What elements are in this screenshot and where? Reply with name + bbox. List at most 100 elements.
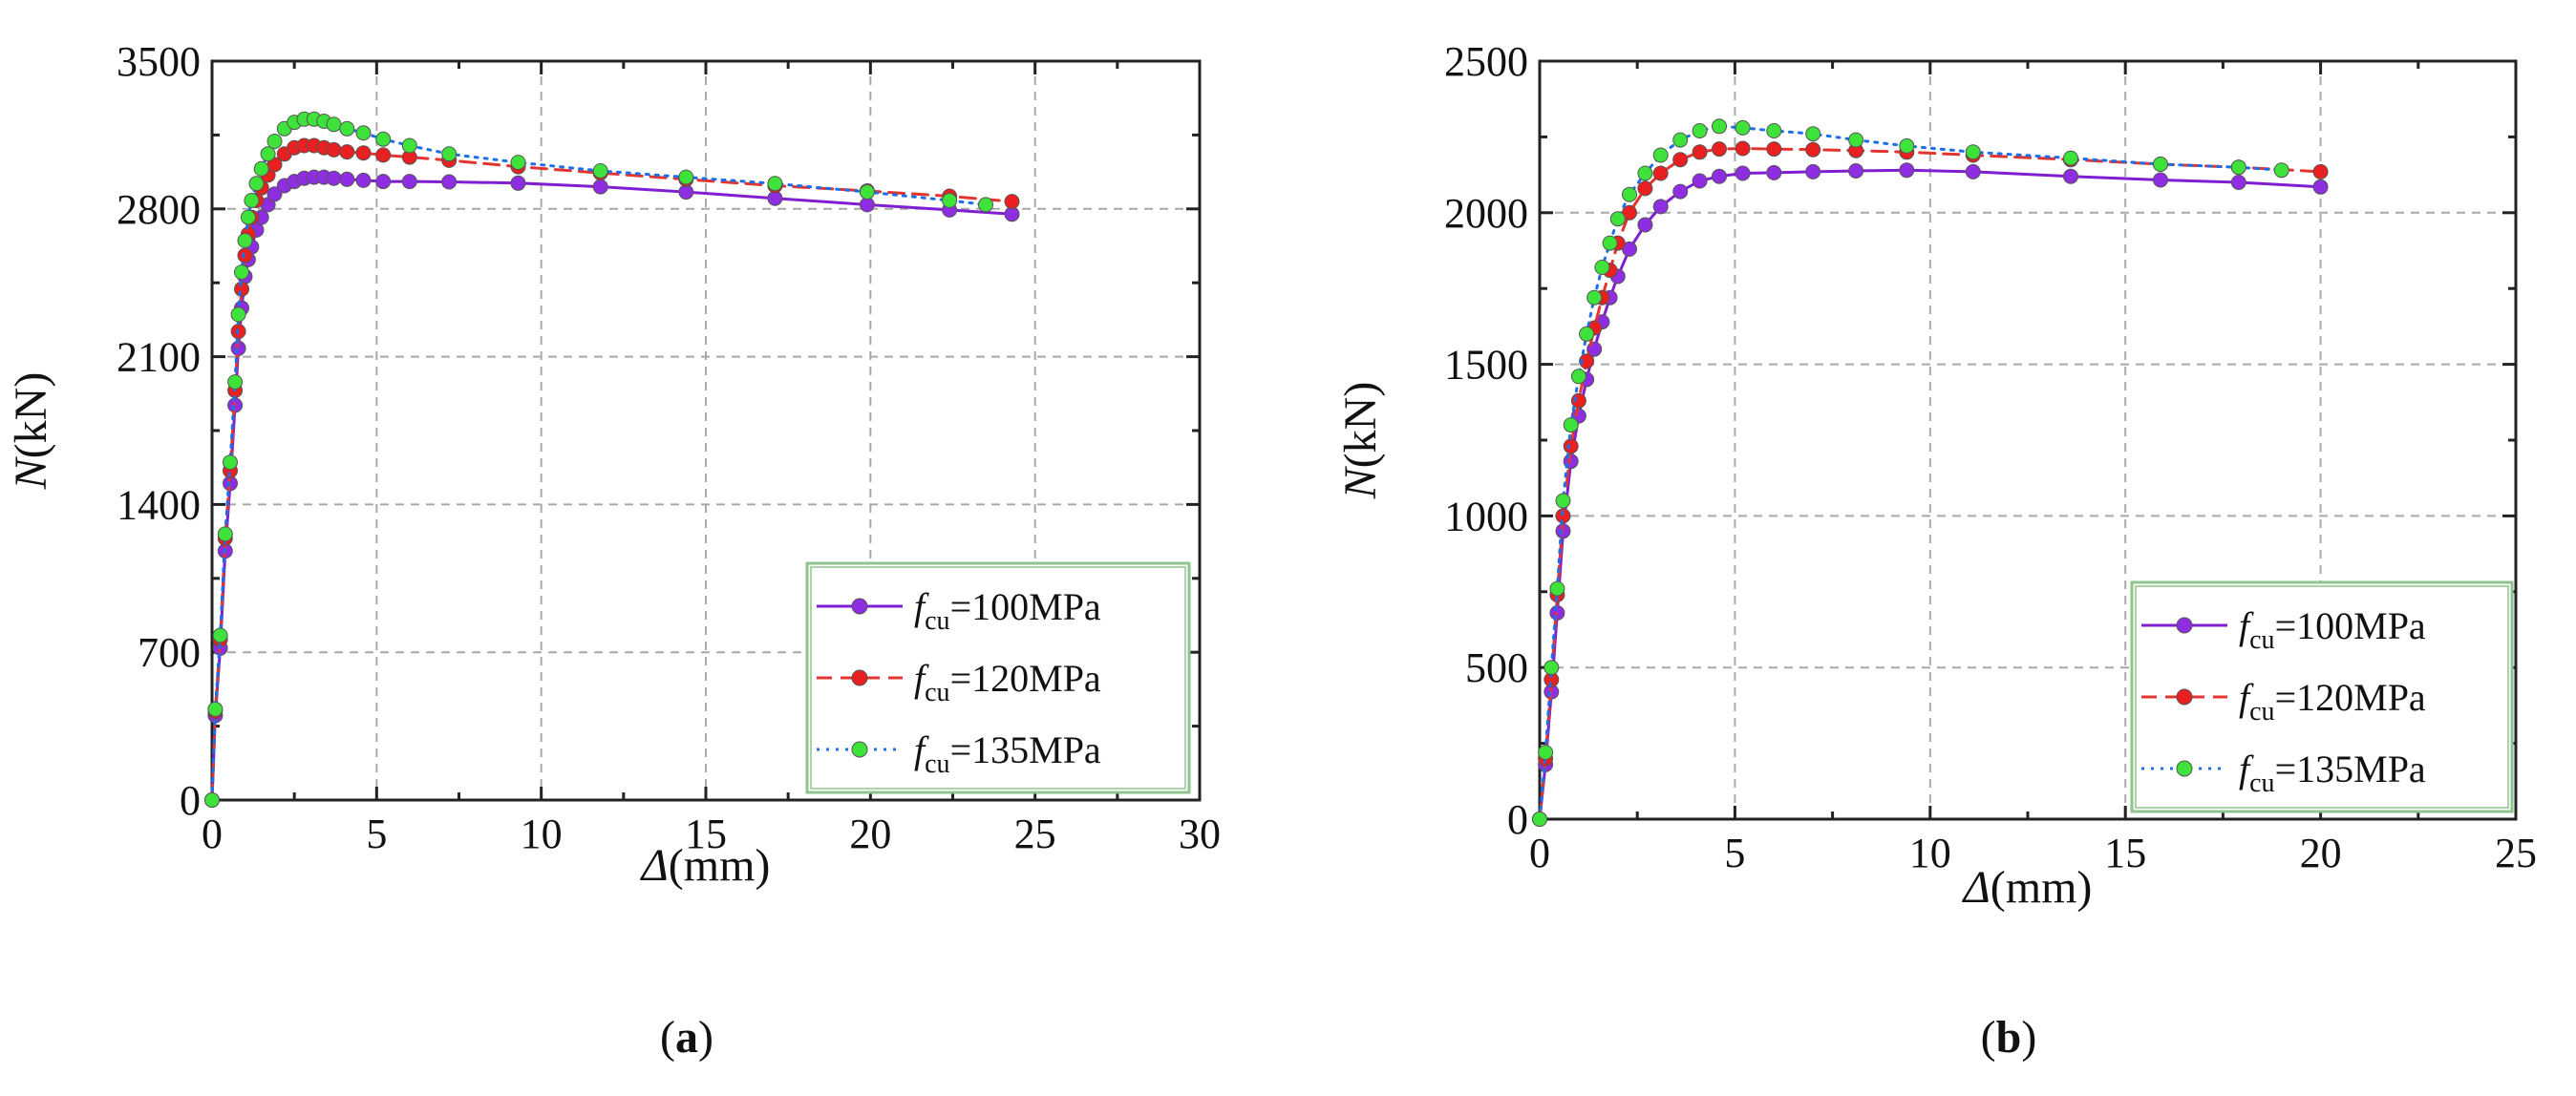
panel-label-open: (	[660, 1012, 675, 1063]
legend-label-subscript: cu	[2249, 625, 2274, 655]
x-axis-unit: (mm)	[669, 840, 771, 891]
data-point	[1586, 289, 1603, 306]
data-point	[2063, 150, 2078, 166]
data-point	[1735, 119, 1751, 136]
data-point	[942, 193, 958, 208]
data-point	[1538, 745, 1554, 761]
data-point	[1652, 147, 1669, 163]
legend-label-value: =120MPa	[2275, 676, 2426, 719]
data-point	[1712, 168, 1727, 184]
y-tick-label: 0	[1507, 796, 1528, 843]
y-tick-label: 1000	[1444, 493, 1528, 539]
x-tick-label: 0	[202, 811, 223, 857]
data-point	[339, 120, 355, 137]
x-tick-label: 0	[1529, 830, 1550, 876]
y-axis-unit: (kN)	[1335, 382, 1386, 469]
x-tick-label: 30	[1179, 811, 1221, 857]
data-point	[1563, 417, 1579, 433]
data-point	[260, 146, 276, 162]
data-point	[355, 125, 372, 141]
data-point	[237, 233, 253, 248]
legend-label-subscript: cu	[2249, 769, 2274, 798]
data-point	[1692, 123, 1708, 138]
data-point	[207, 701, 224, 717]
legend-label-value: =120MPa	[950, 657, 1101, 700]
data-point	[1652, 199, 1669, 215]
data-point	[355, 172, 372, 188]
data-point	[978, 197, 993, 213]
legend-label-value: =100MPa	[950, 585, 1101, 628]
panel-label-close: )	[2021, 1012, 2036, 1063]
x-tick-label: 10	[521, 811, 563, 857]
data-point	[248, 176, 265, 192]
data-point	[1622, 186, 1637, 202]
data-point	[1555, 508, 1571, 524]
data-point	[1594, 260, 1610, 275]
x-tick-label: 25	[1014, 811, 1056, 857]
data-point	[1672, 183, 1689, 200]
x-tick-label: 25	[2495, 830, 2537, 876]
data-point	[1563, 438, 1579, 454]
data-point	[1805, 141, 1821, 158]
legend-label: fcu=100MPa	[2239, 604, 2426, 655]
data-point	[1609, 211, 1626, 227]
data-point	[230, 306, 246, 323]
data-point	[1570, 369, 1586, 385]
data-point	[1899, 162, 1915, 179]
legend-label-subscript: cu	[925, 678, 949, 707]
data-point	[1672, 152, 1689, 168]
x-tick-label: 15	[685, 811, 727, 857]
legend-inner-border	[810, 566, 1186, 790]
y-axis-symbol: N	[6, 455, 56, 490]
legend-marker	[2176, 760, 2193, 777]
data-point	[510, 155, 526, 171]
data-point	[1692, 173, 1708, 189]
plot-frame	[1538, 59, 2518, 821]
data-point	[326, 141, 342, 158]
data-point	[1766, 123, 1782, 138]
y-axis-unit: (kN)	[6, 372, 56, 459]
y-tick-label: 2000	[1444, 190, 1528, 237]
series-line	[1538, 124, 2284, 821]
legend-label-subscript: cu	[2249, 697, 2274, 727]
data-point	[767, 176, 783, 192]
data-point	[2230, 175, 2246, 190]
legend-label-value: =100MPa	[2275, 604, 2426, 647]
data-point	[859, 197, 875, 213]
y-tick-label: 2500	[1444, 38, 1528, 85]
data-point	[266, 186, 283, 202]
y-tick-label: 2100	[117, 334, 201, 381]
data-point	[2312, 163, 2329, 179]
data-point	[1735, 140, 1751, 157]
data-point	[1766, 141, 1782, 158]
x-tick-label: 20	[2300, 830, 2342, 876]
data-point	[1735, 165, 1751, 181]
y-axis-symbol: N	[1335, 465, 1386, 499]
data-point	[510, 175, 526, 191]
legend-marker	[851, 669, 868, 686]
data-point	[401, 174, 417, 190]
series-3	[204, 111, 993, 808]
x-tick-label: 15	[2104, 830, 2146, 876]
data-point	[859, 184, 875, 200]
data-point	[375, 147, 392, 163]
data-point	[355, 145, 372, 161]
data-point	[339, 144, 355, 160]
y-axis-label: N(kN)	[1335, 382, 1386, 500]
legend-marker	[2176, 688, 2193, 706]
data-point	[2153, 172, 2168, 188]
data-point	[1899, 137, 1915, 154]
series-3	[1532, 118, 2289, 827]
data-point	[234, 264, 249, 281]
x-axis-symbol: Δ	[1962, 862, 1991, 913]
data-point	[1848, 163, 1864, 179]
panel-label: (a)	[660, 1012, 713, 1063]
data-point	[1712, 118, 1727, 135]
data-point	[266, 134, 283, 149]
data-point	[1004, 194, 1020, 210]
data-point	[204, 792, 220, 808]
data-point	[253, 160, 269, 177]
legend-label-value: =135MPa	[2275, 748, 2426, 790]
x-tick-label: 20	[849, 811, 891, 857]
